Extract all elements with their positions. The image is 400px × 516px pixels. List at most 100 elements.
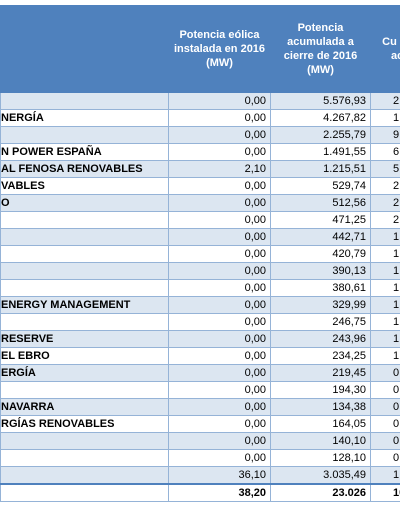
value-cell: 0	[370, 381, 400, 399]
value-cell: 2,10	[168, 160, 271, 178]
value-cell: 1.215,51	[270, 160, 371, 178]
value-cell: 1	[370, 262, 400, 280]
table-row: 36,10 3.035,49 1	[0, 466, 400, 485]
value-cell: 10	[370, 483, 400, 502]
value-cell: 5	[370, 160, 400, 178]
value-cell: 0,00	[168, 415, 271, 433]
value-cell: 1.491,55	[270, 143, 371, 161]
value-cell: 1	[370, 330, 400, 348]
value-cell: 2	[370, 194, 400, 212]
table-row: N POWER ESPAÑA 0,00 1.491,55 6	[0, 143, 400, 161]
value-cell: 0,00	[168, 245, 271, 263]
value-cell: 0,00	[168, 330, 271, 348]
table-row: RGÍAS RENOVABLES 0,00 164,05 0	[0, 415, 400, 433]
table-row: 0,00 246,75 1	[0, 313, 400, 331]
value-cell: 234,25	[270, 347, 371, 365]
value-cell: 0	[370, 449, 400, 467]
table-row: NERGÍA 0,00 4.267,82 1	[0, 109, 400, 127]
value-cell: 0,00	[168, 296, 271, 314]
table-container: Potencia eólica instalada en 2016 (MW) Po…	[0, 5, 400, 502]
table-body: 0,00 5.576,93 2 NERGÍA 0,00 4.267,82 1 0,00 2.25…	[0, 92, 400, 502]
value-cell: 246,75	[270, 313, 371, 331]
value-cell: 6	[370, 143, 400, 161]
value-cell: 1	[370, 109, 400, 127]
company-cell: ERGÍA	[0, 364, 169, 382]
value-cell: 0,00	[168, 92, 271, 110]
company-cell: VABLES	[0, 177, 169, 195]
value-cell: 164,05	[270, 415, 371, 433]
table: Potencia eólica instalada en 2016 (MW) Po…	[0, 5, 400, 502]
table-row: 0,00 420,79 1	[0, 245, 400, 263]
value-cell: 0	[370, 415, 400, 433]
value-cell: 2	[370, 177, 400, 195]
table-row: RESERVE 0,00 243,96 1	[0, 330, 400, 348]
company-cell	[0, 211, 169, 229]
value-cell: 38,20	[168, 483, 271, 502]
value-cell: 390,13	[270, 262, 371, 280]
company-cell	[0, 313, 169, 331]
header-cell: Cu m s acu	[370, 5, 400, 93]
value-cell: 0	[370, 398, 400, 416]
company-cell	[0, 245, 169, 263]
table-row: 0,00 194,30 0	[0, 381, 400, 399]
value-cell: 1	[370, 279, 400, 297]
table-row: ENERGY MANAGEMENT 0,00 329,99 1	[0, 296, 400, 314]
company-cell	[0, 279, 169, 297]
company-cell: RESERVE	[0, 330, 169, 348]
value-cell: 0,00	[168, 364, 271, 382]
value-cell: 0,00	[168, 449, 271, 467]
value-cell: 4.267,82	[270, 109, 371, 127]
value-cell: 1	[370, 296, 400, 314]
table-row: 0,00 471,25 2	[0, 211, 400, 229]
value-cell: 2.255,79	[270, 126, 371, 144]
value-cell: 529,74	[270, 177, 371, 195]
company-cell	[0, 432, 169, 450]
table-row: 0,00 390,13 1	[0, 262, 400, 280]
header-cell	[0, 5, 169, 93]
company-cell	[0, 466, 169, 485]
value-cell: 471,25	[270, 211, 371, 229]
value-cell: 0,00	[168, 398, 271, 416]
value-cell: 0,00	[168, 228, 271, 246]
value-cell: 0,00	[168, 381, 271, 399]
value-cell: 0,00	[168, 262, 271, 280]
table-row: O 0,00 512,56 2	[0, 194, 400, 212]
value-cell: 243,96	[270, 330, 371, 348]
value-cell: 128,10	[270, 449, 371, 467]
value-cell: 219,45	[270, 364, 371, 382]
company-cell: EL EBRO	[0, 347, 169, 365]
table-row: EL EBRO 0,00 234,25 1	[0, 347, 400, 365]
company-cell	[0, 483, 169, 502]
value-cell: 5.576,93	[270, 92, 371, 110]
table-row: 0,00 128,10 0	[0, 449, 400, 467]
company-cell: O	[0, 194, 169, 212]
table-row: 0,00 2.255,79 9	[0, 126, 400, 144]
value-cell: 0,00	[168, 313, 271, 331]
value-cell: 3.035,49	[270, 466, 371, 485]
company-cell	[0, 228, 169, 246]
header-cell: Potencia acumulada a cierre de 2016 (MW)	[270, 5, 371, 93]
value-cell: 420,79	[270, 245, 371, 263]
value-cell: 36,10	[168, 466, 271, 485]
table-row: VABLES 0,00 529,74 2	[0, 177, 400, 195]
company-cell: ENERGY MANAGEMENT	[0, 296, 169, 314]
value-cell: 0,00	[168, 109, 271, 127]
value-cell: 1	[370, 228, 400, 246]
table-row: 0,00 5.576,93 2	[0, 92, 400, 110]
company-cell: NERGÍA	[0, 109, 169, 127]
table-row: 0,00 380,61 1	[0, 279, 400, 297]
value-cell: 512,56	[270, 194, 371, 212]
company-cell	[0, 92, 169, 110]
table-row: 0,00 442,71 1	[0, 228, 400, 246]
table-row: 0,00 140,10 0	[0, 432, 400, 450]
value-cell: 0,00	[168, 177, 271, 195]
value-cell: 1	[370, 347, 400, 365]
value-cell: 23.026	[270, 483, 371, 502]
company-cell: RGÍAS RENOVABLES	[0, 415, 169, 433]
value-cell: 0	[370, 364, 400, 382]
value-cell: 1	[370, 313, 400, 331]
value-cell: 329,99	[270, 296, 371, 314]
value-cell: 442,71	[270, 228, 371, 246]
value-cell: 0	[370, 432, 400, 450]
